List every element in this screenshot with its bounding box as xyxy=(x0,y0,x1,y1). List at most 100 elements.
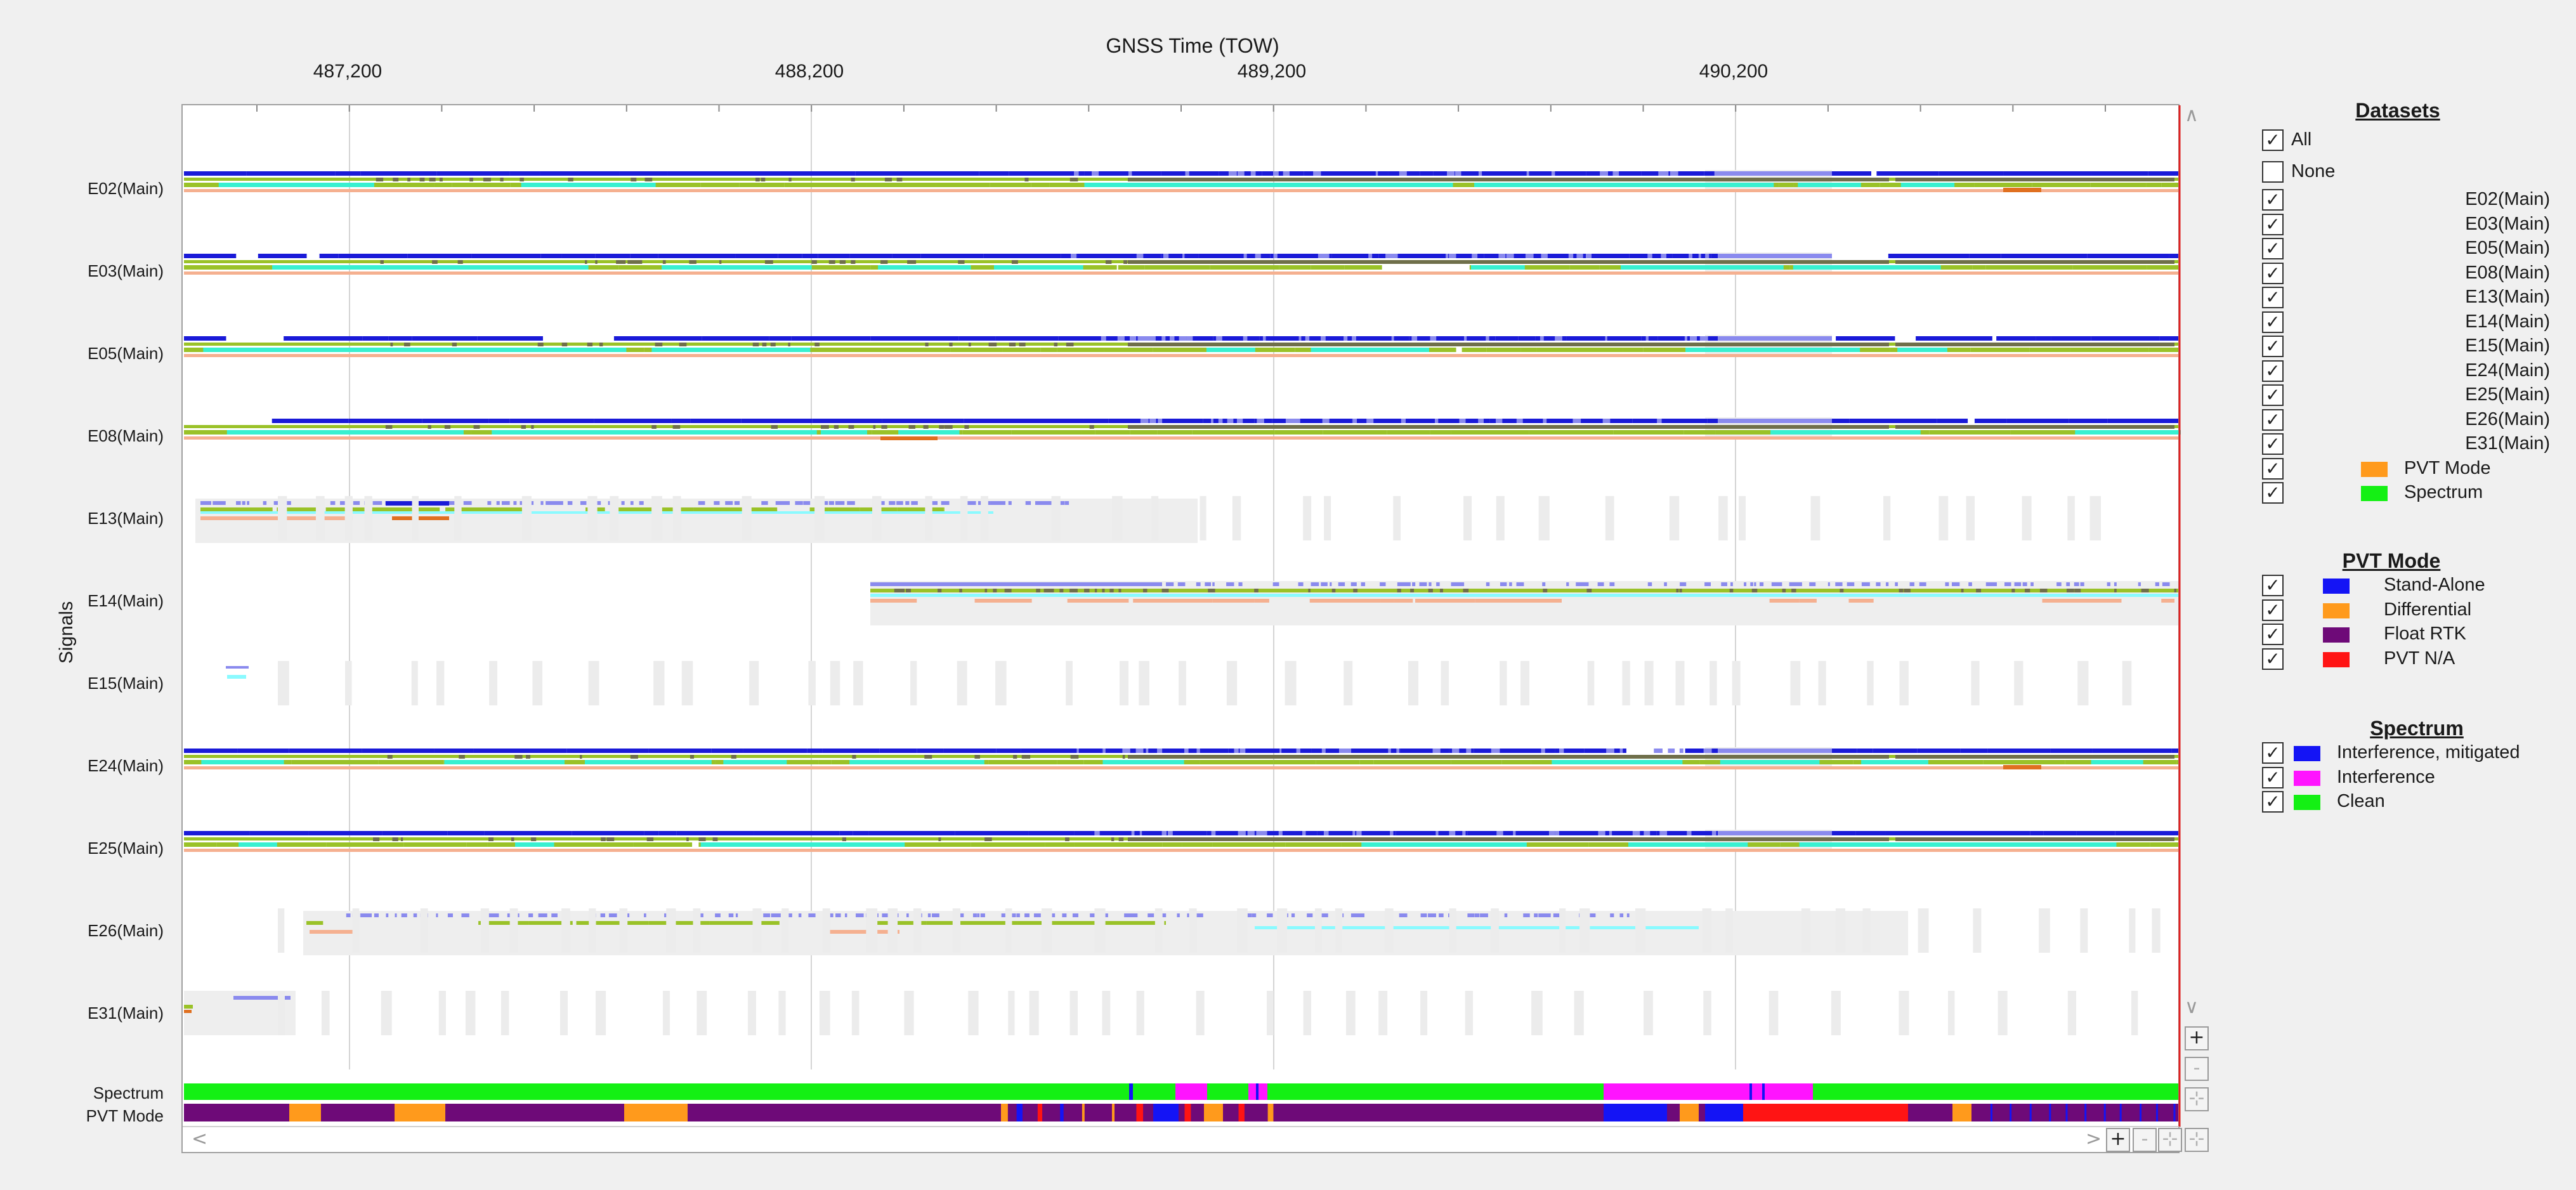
dataset-label: E31(Main) xyxy=(2465,433,2550,454)
signal-mark xyxy=(1916,336,1992,341)
pvt-mode-checkbox[interactable]: ✓ xyxy=(2262,624,2284,645)
signal-mark xyxy=(1658,171,1662,176)
signal-mark xyxy=(477,336,543,341)
signal-mark xyxy=(1102,760,1184,764)
signal-mark xyxy=(1331,254,1379,258)
signal-mark xyxy=(658,831,677,835)
signal-mark xyxy=(1024,913,1030,917)
zoom-in-horizontal-button[interactable]: + xyxy=(2106,1128,2130,1152)
signal-mark xyxy=(1462,831,1466,835)
signal-mark xyxy=(1609,831,1612,835)
zoom-in-vertical-button[interactable]: + xyxy=(2185,1026,2209,1050)
no-data-tick xyxy=(1769,991,1779,1035)
pvt-mode-checkbox[interactable]: ✓ xyxy=(2262,599,2284,621)
signal-mark xyxy=(1162,842,1182,847)
dataset-checkbox[interactable]: ✓ xyxy=(2262,360,2284,382)
datasets-all-checkbox[interactable]: ✓ xyxy=(2262,129,2284,151)
signal-mark xyxy=(1671,749,1675,753)
dataset-checkbox[interactable]: ✓ xyxy=(2262,189,2284,211)
signal-mark xyxy=(1510,254,1514,258)
signal-mark xyxy=(1477,171,1527,176)
no-data-tick xyxy=(315,496,325,540)
no-data-tick xyxy=(1939,496,1949,540)
pvt-mode-band xyxy=(1060,1104,1064,1121)
dataset-label: E03(Main) xyxy=(2465,213,2550,234)
signal-mark xyxy=(1187,913,1190,917)
x-tick-label: 488,200 xyxy=(775,61,844,82)
signal-mark xyxy=(949,343,953,346)
signal-mark xyxy=(380,260,384,264)
signal-mark xyxy=(1770,430,1921,435)
spectrum-checkbox[interactable]: ✓ xyxy=(2262,766,2284,788)
signal-mark xyxy=(1141,831,1207,835)
spectrum-band xyxy=(1762,1083,1765,1100)
pvt-mode-checkbox[interactable]: ✓ xyxy=(2262,575,2284,596)
signal-mark xyxy=(1050,913,1056,917)
zoom-out-horizontal-button[interactable]: - xyxy=(2133,1128,2157,1152)
signal-mark xyxy=(923,425,929,429)
no-data-tick xyxy=(666,908,676,953)
dataset-checkbox[interactable]: ✓ xyxy=(2262,409,2284,431)
signal-mark xyxy=(1342,749,1401,753)
signal-mark xyxy=(184,766,2178,769)
signal-mark xyxy=(388,336,412,341)
signal-mark xyxy=(1133,599,1213,603)
signal-mark xyxy=(1069,178,1078,181)
timeline-plot-area[interactable]: ∧ ∨ + - ⊹ < > + - ⊹ ⊹ xyxy=(181,104,2209,1154)
scroll-down-arrow[interactable]: ∨ xyxy=(2185,996,2199,1018)
signal-mark xyxy=(543,913,547,917)
signal-mark xyxy=(1228,171,1234,176)
signal-mark xyxy=(870,582,1162,586)
dataset-checkbox[interactable]: ✓ xyxy=(2262,336,2284,357)
signal-mark xyxy=(1128,837,1889,841)
spectrum-checkbox[interactable]: ✓ xyxy=(2262,742,2284,764)
no-data-tick xyxy=(1277,908,1288,953)
signal-mark xyxy=(492,913,499,917)
fit-horizontal-button[interactable]: ⊹ xyxy=(2158,1128,2182,1152)
signal-mark xyxy=(1400,749,1449,753)
scroll-left-arrow[interactable]: < xyxy=(192,1128,208,1150)
gap-region xyxy=(303,911,1908,955)
dataset-checkbox[interactable]: ✓ xyxy=(2262,311,2284,333)
signal-mark xyxy=(1397,589,1401,592)
dataset-checkbox[interactable]: ✓ xyxy=(2262,287,2284,308)
no-data-tick xyxy=(1420,991,1428,1035)
spectrum-checkbox[interactable]: ✓ xyxy=(2262,791,2284,813)
fit-all-button[interactable]: ⊹ xyxy=(2185,1128,2209,1152)
dataset-checkbox[interactable]: ✓ xyxy=(2262,262,2284,284)
signal-mark xyxy=(1057,760,1084,764)
signal-mark xyxy=(1305,336,1310,341)
no-data-tick xyxy=(1500,661,1507,705)
signal-mark xyxy=(1541,913,1547,917)
datasets-none-checkbox[interactable] xyxy=(2262,161,2284,183)
dataset-checkbox[interactable]: ✓ xyxy=(2262,433,2284,455)
dataset-checkbox[interactable]: ✓ xyxy=(2262,482,2284,504)
signal-mark xyxy=(184,1010,192,1013)
dataset-checkbox[interactable]: ✓ xyxy=(2262,384,2284,406)
pvt-mode-checkbox[interactable]: ✓ xyxy=(2262,648,2284,670)
signal-mark xyxy=(1474,183,1604,187)
signal-mark xyxy=(741,419,813,423)
signal-mark xyxy=(1684,336,1687,341)
no-data-tick xyxy=(1810,496,1821,540)
no-data-tick xyxy=(532,661,543,705)
signal-mark xyxy=(2066,589,2074,592)
signal-mark xyxy=(1659,749,1663,753)
signal-mark xyxy=(608,913,617,917)
signal-mark xyxy=(1072,913,1078,917)
dataset-checkbox[interactable]: ✓ xyxy=(2262,457,2284,480)
signal-mark xyxy=(1353,589,1358,592)
scroll-up-arrow[interactable]: ∧ xyxy=(2185,104,2199,126)
signal-mark xyxy=(422,419,489,423)
timeline-canvas[interactable] xyxy=(183,105,2181,1154)
signal-mark xyxy=(2066,582,2070,586)
spectrum-band xyxy=(1604,1083,1813,1100)
zoom-out-vertical-button[interactable]: - xyxy=(2185,1057,2209,1081)
scroll-right-arrow[interactable]: > xyxy=(2086,1128,2102,1150)
spectrum-label: Interference, mitigated xyxy=(2337,742,2520,762)
fit-vertical-button[interactable]: ⊹ xyxy=(2185,1087,2209,1111)
no-data-tick xyxy=(559,991,568,1035)
dataset-checkbox[interactable]: ✓ xyxy=(2262,238,2284,259)
signal-mark xyxy=(1074,831,1141,835)
dataset-checkbox[interactable]: ✓ xyxy=(2262,213,2284,235)
